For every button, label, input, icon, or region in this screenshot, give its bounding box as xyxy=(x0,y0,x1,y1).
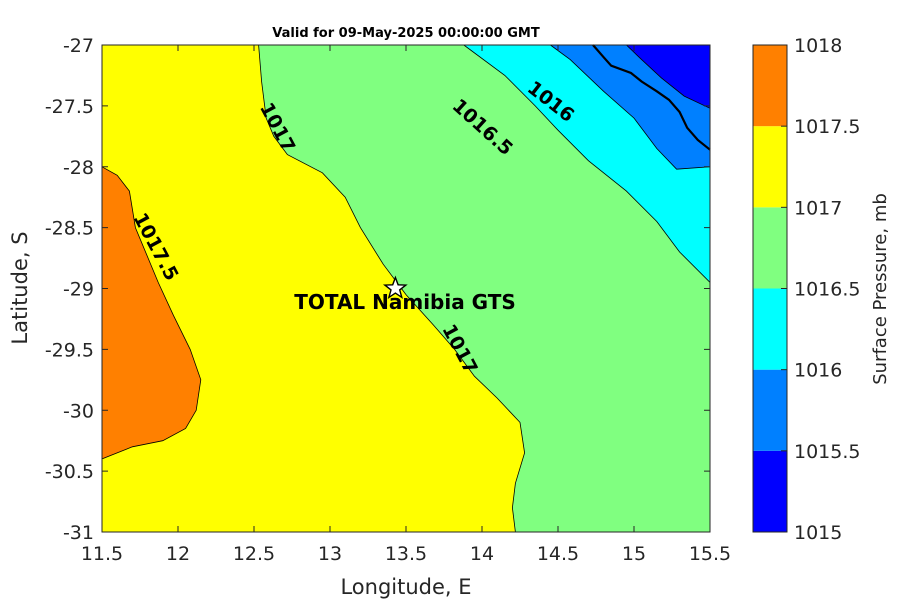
coastline-line xyxy=(592,44,711,151)
y-tick-label: -30.5 xyxy=(45,461,94,483)
site-marker-group: TOTAL Namibia GTS xyxy=(294,275,516,314)
y-tick-label: -29 xyxy=(63,279,94,301)
colorbar-title: Surface Pressure, mb xyxy=(870,193,891,385)
colorbar-tick-label: 1017 xyxy=(794,197,842,219)
x-axis-ticks: 11.5 12 12.5 13 13.5 14 14.5 15 15.5 xyxy=(81,45,731,565)
y-tick-label: -28.5 xyxy=(45,218,94,240)
colorbar-tick-label: 1017.5 xyxy=(794,116,860,138)
contour-regions xyxy=(101,44,711,533)
x-tick-label: 11.5 xyxy=(81,543,123,565)
site-star-icon xyxy=(382,275,408,300)
x-tick-label: 12 xyxy=(166,543,190,565)
colorbar-tick-label: 1018 xyxy=(794,35,842,57)
y-tick-label: -30 xyxy=(63,400,94,422)
contour-region-1017-5 xyxy=(101,166,202,460)
y-tick-label: -29.5 xyxy=(45,339,94,361)
x-axis-title: Longitude, E xyxy=(340,575,471,599)
x-tick-label: 15 xyxy=(622,543,646,565)
x-tick-label: 15.5 xyxy=(689,543,731,565)
chart-title: Valid for 09-May-2025 00:00:00 GMT xyxy=(272,26,540,41)
y-tick-label: -27.5 xyxy=(45,96,94,118)
colorbar-segment xyxy=(753,207,787,289)
y-tick-label: -28 xyxy=(63,157,94,179)
colorbar-segment xyxy=(753,450,787,532)
y-tick-label: -27 xyxy=(63,35,94,57)
y-axis-ticks: -27 -27.5 -28 -28.5 -29 -29.5 -30 -30.5 -31 xyxy=(45,35,710,544)
colorbar-segment xyxy=(753,126,787,208)
x-tick-label: 13.5 xyxy=(385,543,427,565)
colorbar-segment xyxy=(753,45,787,127)
colorbar-tick-label: 1016 xyxy=(794,360,842,382)
coastline xyxy=(592,44,711,151)
x-tick-label: 14.5 xyxy=(537,543,579,565)
y-axis-title: Latitude, S xyxy=(8,231,32,344)
x-tick-label: 14 xyxy=(470,543,494,565)
colorbar-segment xyxy=(753,369,787,451)
colorbar-tick-label: 1016.5 xyxy=(794,279,860,301)
y-tick-label: -31 xyxy=(63,522,94,544)
colorbar-tick-label: 1015.5 xyxy=(794,441,860,463)
colorbar: 1018 1017.5 1017 1016.5 1016 1015.5 1015 xyxy=(752,35,860,544)
site-label: TOTAL Namibia GTS xyxy=(294,290,516,314)
colorbar-segment xyxy=(753,288,787,370)
colorbar-tick-label: 1015 xyxy=(794,522,842,544)
x-tick-label: 12.5 xyxy=(233,543,275,565)
x-tick-label: 13 xyxy=(318,543,342,565)
